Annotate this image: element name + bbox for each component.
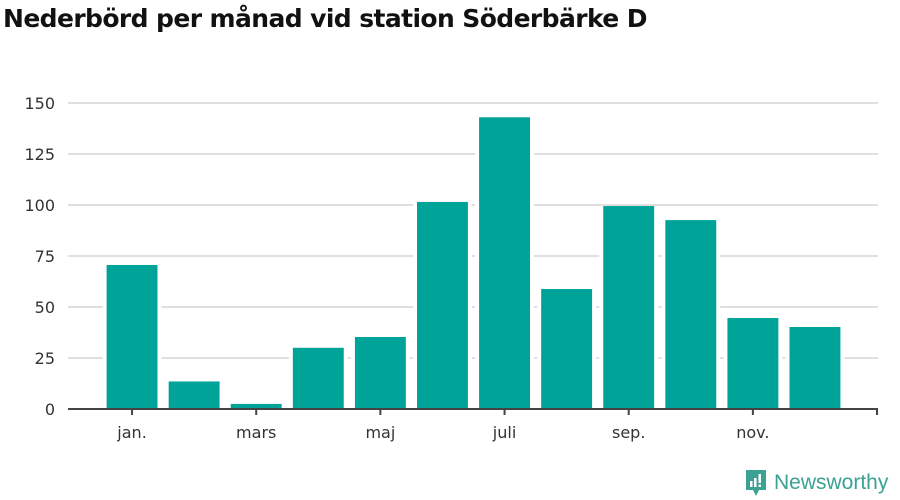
bar-dec bbox=[789, 326, 841, 409]
y-tick-label: 0 bbox=[45, 400, 55, 419]
bar-jan bbox=[106, 264, 158, 409]
bar-juni bbox=[417, 201, 468, 409]
gridlines bbox=[68, 102, 878, 359]
brand-name: Newsworthy bbox=[774, 471, 889, 494]
bar-feb bbox=[168, 381, 220, 409]
bar-okt bbox=[665, 220, 717, 409]
y-tick-label: 100 bbox=[24, 196, 55, 215]
y-tick-label: 125 bbox=[24, 145, 55, 164]
x-axis: jan. mars maj juli sep. nov. bbox=[68, 408, 878, 442]
bars bbox=[102, 117, 845, 409]
y-axis-labels: 0 25 50 75 100 125 150 bbox=[24, 94, 55, 419]
bar-nov bbox=[727, 318, 779, 409]
x-tick-label: juli bbox=[492, 423, 516, 442]
y-tick-label: 50 bbox=[35, 298, 55, 317]
newsworthy-logo-icon bbox=[746, 470, 766, 496]
bar-maj bbox=[354, 336, 406, 409]
chart-title: Nederbörd per månad vid station Söderbär… bbox=[3, 4, 648, 33]
x-tick-label: jan. bbox=[116, 423, 146, 442]
bar-apr bbox=[292, 347, 344, 409]
bar-aug bbox=[541, 289, 593, 409]
x-tick-label: maj bbox=[365, 423, 395, 442]
y-tick-label: 25 bbox=[35, 349, 55, 368]
bar-juli bbox=[479, 117, 530, 409]
y-tick-label: 75 bbox=[35, 247, 55, 266]
bar-mars bbox=[230, 403, 282, 409]
x-tick-label: sep. bbox=[612, 423, 645, 442]
bar-sep bbox=[603, 206, 655, 409]
newsworthy-brand: Newsworthy bbox=[744, 468, 888, 498]
y-tick-label: 150 bbox=[24, 94, 55, 113]
x-tick-label: nov. bbox=[736, 423, 769, 442]
x-tick-label: mars bbox=[236, 423, 276, 442]
